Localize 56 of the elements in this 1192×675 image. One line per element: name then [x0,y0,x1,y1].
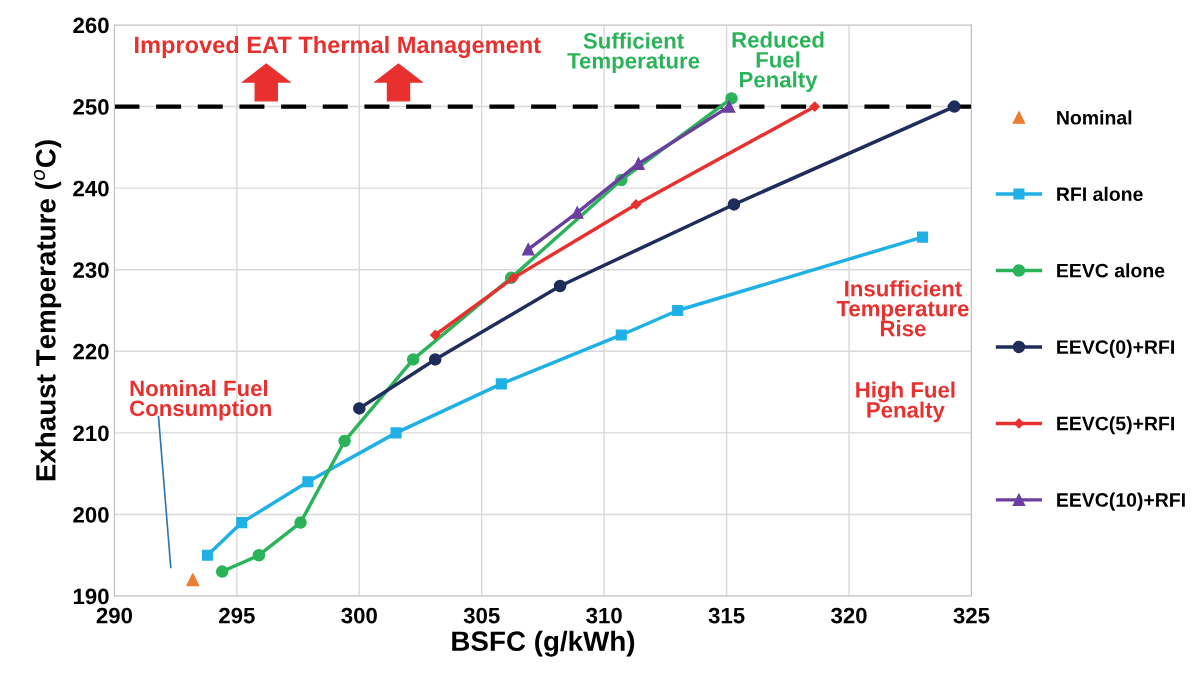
x-tick-label: 310 [586,607,622,624]
x-tick-label: 290 [96,607,133,624]
point [809,101,820,112]
point [338,434,351,448]
point [215,565,229,578]
annotation: High Fuel Penalty [856,381,955,423]
y-tick-label: 220 [73,343,109,360]
legend-label: EEVC alone [1057,263,1165,278]
y-tick-label: 240 [73,180,109,197]
point [236,517,248,529]
annotation: Insufficient Temperature Rise [836,280,969,337]
legend-label: EEVC(10)+RFI [1057,492,1185,511]
y-tick-label: 230 [73,262,109,279]
x-axis-title: BSFC (g/kWh) [452,630,635,657]
point [553,279,567,293]
point [353,402,366,415]
legend-label: RFI alone [1057,186,1143,202]
point [428,353,442,366]
point [186,573,200,587]
point [632,157,645,170]
x-tick-label: 315 [708,607,745,624]
point [252,548,266,562]
point [430,329,441,341]
annotation: Reduced Fuel Penalty [732,31,824,92]
point [302,476,314,488]
legend-label: EEVC(5)+RFI [1057,416,1174,435]
y-axis-title: Exhaust Temperature ($^{o}$C) [33,140,62,481]
point [294,516,307,529]
point [948,100,961,113]
y-tick-label: 210 [73,425,109,442]
point [495,378,507,390]
legend-label: EEVC(0)+RFI [1057,339,1174,358]
point [570,206,584,219]
point [615,329,627,341]
point [727,198,741,211]
x-tick-label: 320 [831,607,867,624]
x-tick-label: 295 [219,607,255,624]
point [916,231,929,243]
y-tick-label: 250 [73,99,109,115]
point [390,427,402,439]
point [508,272,519,283]
y-tick-label: 200 [73,506,109,523]
point [672,304,684,317]
x-tick-label: 300 [341,607,377,624]
legend-label: Nominal [1057,110,1132,125]
point [406,353,420,366]
y-tick-label: 190 [73,588,109,605]
point [522,243,535,256]
annotation: Improved EAT Thermal Management [135,35,541,59]
point [201,549,214,561]
x-tick-label: 305 [463,607,500,624]
y-tick-label: 260 [73,17,109,34]
annotation: Sufficient Temperature [567,32,700,74]
point [722,100,736,113]
annotation: Nominal Fuel Consumption [130,379,271,421]
x-tick-label: 325 [953,607,990,624]
